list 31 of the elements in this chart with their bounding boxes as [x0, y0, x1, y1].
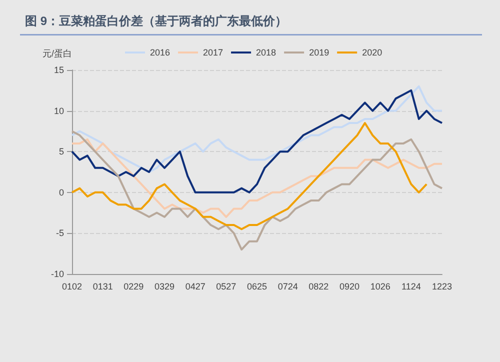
y-tick-label: 0 — [58, 187, 64, 198]
chart-title: 图 9：豆菜粕蛋白价差（基于两者的广东最低价） — [25, 14, 288, 28]
x-tick-label: 0229 — [124, 282, 144, 292]
line-series — [71, 85, 443, 173]
x-tick-label: 0822 — [308, 282, 329, 292]
legend-label: 2019 — [309, 48, 330, 58]
x-tick-label: 0329 — [154, 282, 175, 292]
legend-label: 2018 — [256, 48, 276, 58]
y-tick-label: -10 — [50, 269, 64, 279]
x-tick-label: 1223 — [432, 282, 452, 292]
line-series — [71, 122, 428, 230]
y-tick-label: 15 — [54, 65, 64, 75]
legend-label: 2017 — [203, 48, 224, 58]
x-tick-label: 1026 — [370, 282, 390, 292]
legend-label: 2020 — [362, 48, 382, 58]
x-tick-label: 0102 — [62, 282, 82, 292]
y-axis-title: 元/蛋白 — [42, 48, 72, 58]
line-series — [71, 138, 443, 218]
y-tick-label: 10 — [54, 106, 64, 116]
x-tick-label: 0527 — [216, 282, 236, 292]
x-tick-label: 0920 — [339, 282, 360, 292]
line-series — [71, 89, 443, 194]
y-tick-label: 5 — [58, 146, 64, 157]
y-tick-label: -5 — [56, 228, 64, 238]
x-tick-label: 0724 — [278, 282, 298, 292]
x-tick-label: 0131 — [92, 282, 113, 292]
x-tick-label: 1124 — [401, 282, 421, 292]
legend-label: 2016 — [150, 48, 170, 58]
x-tick-label: 0427 — [185, 282, 206, 292]
x-tick-label: 0625 — [246, 282, 268, 292]
line-series — [71, 130, 443, 251]
